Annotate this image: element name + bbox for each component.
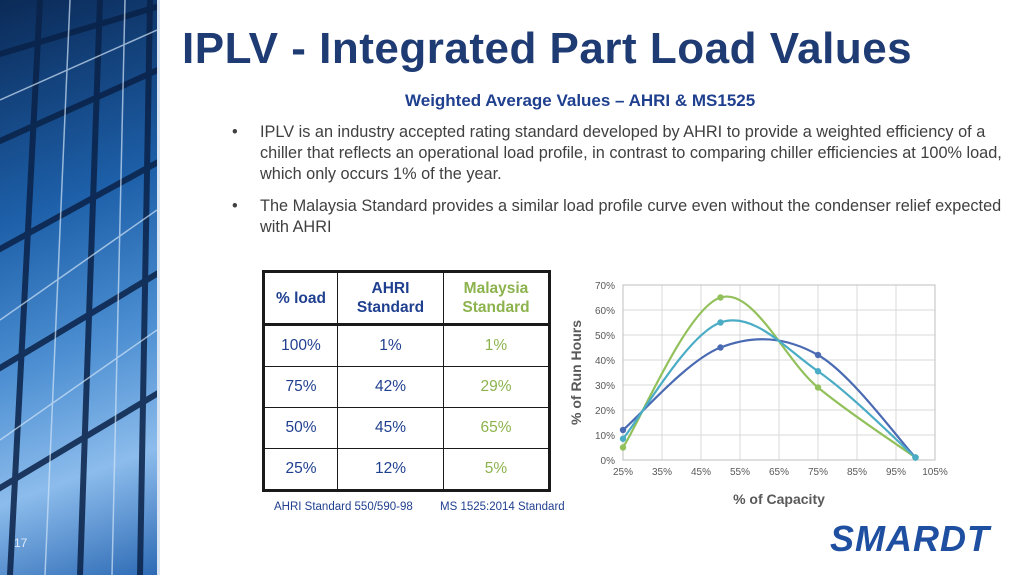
table-row: 75% 42% 29% — [263, 366, 550, 408]
side-banner-image: 17 — [0, 0, 157, 575]
cell-load: 75% — [263, 366, 338, 408]
x-tick-label: 25% — [613, 467, 633, 478]
bullet-marker: • — [232, 197, 238, 215]
footnote-ms: MS 1525:2014 Standard — [440, 501, 565, 513]
run-hours-chart: 0% 10% 20% 30% 40% 50% 60% 70% 25% 35% 45% 55% 65% 75… — [568, 281, 948, 507]
table-row: 100% 1% 1% — [263, 324, 550, 367]
x-tick-label: 45% — [691, 467, 711, 478]
divider — [157, 0, 160, 575]
cell-ahri: 1% — [337, 324, 444, 367]
page-subtitle: Weighted Average Values – AHRI & MS1525 — [405, 91, 756, 110]
series-point-1 — [717, 294, 724, 301]
series-point-2 — [717, 319, 724, 326]
y-axis-label: % of Run Hours — [568, 320, 584, 425]
header-load: % load — [263, 271, 338, 326]
cell-malaysia: 5% — [443, 448, 550, 491]
building-glass-graphic — [0, 0, 157, 575]
table-header-row: % load AHRI Standard Malaysia Standard — [263, 271, 550, 326]
bullet-text: IPLV is an industry accepted rating stan… — [260, 123, 1002, 183]
smardt-logo: SMARDT — [830, 518, 990, 559]
y-tick-label: 40% — [595, 356, 615, 367]
y-tick-label: 0% — [601, 456, 616, 467]
cell-malaysia: 65% — [443, 407, 550, 449]
y-tick-label: 10% — [595, 431, 615, 442]
x-tick-label: 95% — [886, 467, 906, 478]
cell-ahri: 42% — [337, 366, 444, 408]
x-tick-label: 105% — [922, 467, 948, 478]
load-profile-table: % load AHRI Standard Malaysia Standard 1… — [262, 270, 551, 492]
series-point-0 — [717, 344, 724, 351]
series-point-2 — [814, 368, 822, 375]
x-tick-label: 55% — [730, 467, 750, 478]
cell-load: 50% — [263, 407, 338, 449]
series-point-0 — [814, 351, 822, 359]
bullet-item: • The Malaysia Standard provides a simil… — [232, 196, 1002, 238]
series-point-1 — [814, 384, 822, 391]
cell-ahri: 12% — [337, 448, 444, 491]
x-tick-label: 85% — [847, 467, 867, 478]
cell-ahri: 45% — [337, 407, 444, 449]
series-point-0 — [619, 426, 627, 434]
x-tick-label: 75% — [808, 467, 828, 478]
series-line-1 — [622, 295, 917, 459]
bullet-item: • IPLV is an industry accepted rating st… — [232, 122, 1002, 185]
bullet-marker: • — [232, 123, 238, 141]
bullet-text: The Malaysia Standard provides a similar… — [260, 197, 1002, 236]
series-point-2 — [912, 454, 919, 461]
series-line-2 — [622, 319, 917, 459]
x-axis-label: % of Capacity — [733, 491, 825, 507]
page-number: 17 — [14, 536, 28, 550]
series-line-0 — [622, 338, 917, 459]
cell-load: 100% — [263, 324, 338, 367]
plot-area — [622, 284, 936, 461]
y-tick-label: 30% — [595, 381, 615, 392]
header-malaysia: Malaysia Standard — [443, 271, 550, 326]
x-tick-label: 65% — [769, 467, 789, 478]
bullet-list: • IPLV is an industry accepted rating st… — [232, 122, 1002, 249]
cell-malaysia: 29% — [443, 366, 550, 408]
series-point-2 — [619, 435, 627, 442]
table-row: 50% 45% 65% — [263, 407, 550, 449]
header-ahri: AHRI Standard — [337, 271, 444, 326]
y-tick-label: 20% — [595, 406, 615, 417]
cell-load: 25% — [263, 448, 338, 491]
x-tick-label: 35% — [652, 467, 672, 478]
y-tick-label: 70% — [595, 281, 615, 292]
footnote-ahri: AHRI Standard 550/590-98 — [274, 501, 413, 513]
series-point-1 — [619, 444, 627, 451]
y-tick-label: 60% — [595, 306, 615, 317]
cell-malaysia: 1% — [443, 324, 550, 367]
table-row: 25% 12% 5% — [263, 448, 550, 491]
page-title: IPLV - Integrated Part Load Values — [182, 24, 913, 73]
y-tick-label: 50% — [595, 331, 615, 342]
